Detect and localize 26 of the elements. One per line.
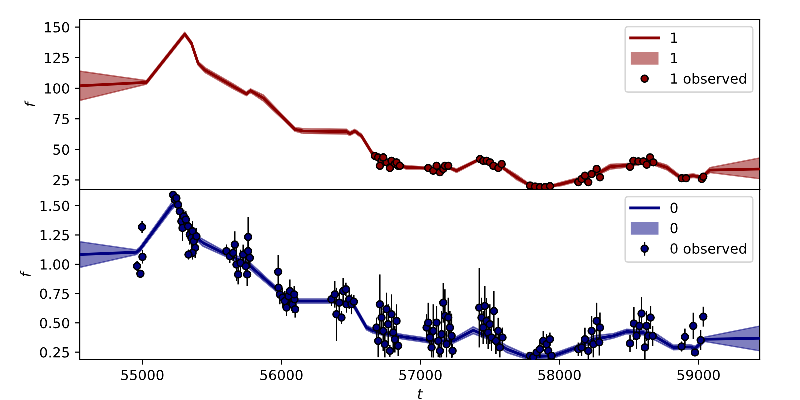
y-tick-label: 0.50 <box>40 318 70 329</box>
x-tick-label: 55000 <box>122 370 164 380</box>
x-tick-label: 56000 <box>260 370 303 380</box>
y-tick-label: 0.75 <box>40 288 70 300</box>
legend-label: 0 <box>670 202 678 214</box>
x-tick-label: 57000 <box>400 370 442 380</box>
x-axis-title: t <box>418 390 424 400</box>
y-tick-label: 1.25 <box>40 230 70 241</box>
text: 1 <box>671 53 678 64</box>
y-tick-label: 0.25 <box>40 347 70 358</box>
legend-label: 1 observed <box>671 73 746 84</box>
y-tick-label: 50 <box>54 144 70 156</box>
x-tick-label: 59000 <box>678 370 720 380</box>
y-tick-label: 1.50 <box>40 200 70 212</box>
text: 0 <box>670 223 678 234</box>
x-tick-label: 58000 <box>538 370 581 380</box>
legend-label: 1 <box>671 32 678 44</box>
legend-label: 0 observed <box>670 243 746 254</box>
y-tick-label: 75 <box>54 114 70 125</box>
y-tick-label: 1.00 <box>40 259 70 270</box>
y-axis-title: f <box>24 100 36 107</box>
y-tick-label: 25 <box>54 175 70 186</box>
y-tick-label: 125 <box>45 52 70 64</box>
y-tick-label: 150 <box>45 22 70 33</box>
y-tick-label: 100 <box>45 83 70 94</box>
y-axis-title: f <box>20 270 31 277</box>
